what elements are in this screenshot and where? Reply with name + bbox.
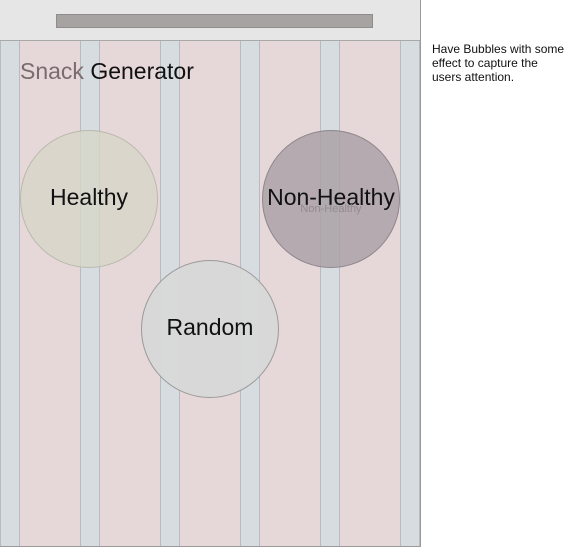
page-title-prefix: Snack — [20, 58, 84, 84]
healthy-bubble-label: Healthy — [50, 183, 128, 210]
grid-gutter — [400, 41, 420, 546]
random-bubble[interactable]: Random — [141, 260, 279, 398]
page-title-suffix: Generator — [83, 58, 194, 84]
grid-gutter — [0, 41, 20, 546]
random-bubble-label: Random — [166, 313, 254, 340]
address-bar[interactable] — [56, 14, 373, 28]
page-title: Snack Generator — [20, 58, 194, 85]
annotation-note: Have Bubbles with some effect to capture… — [432, 42, 565, 84]
grid-gutter — [320, 41, 340, 546]
non-healthy-bubble-label: Non-Healthy — [267, 183, 395, 210]
non-healthy-bubble[interactable]: Non-Healthy Non-Healthy — [262, 130, 400, 268]
mobile-frame: Snack Generator Healthy Non-Healthy Non-… — [0, 0, 421, 547]
browser-header — [0, 0, 420, 41]
grid-gutter — [80, 41, 100, 546]
healthy-bubble[interactable]: Healthy — [20, 130, 158, 268]
non-healthy-ghost-label: Non-Healthy — [300, 203, 362, 215]
